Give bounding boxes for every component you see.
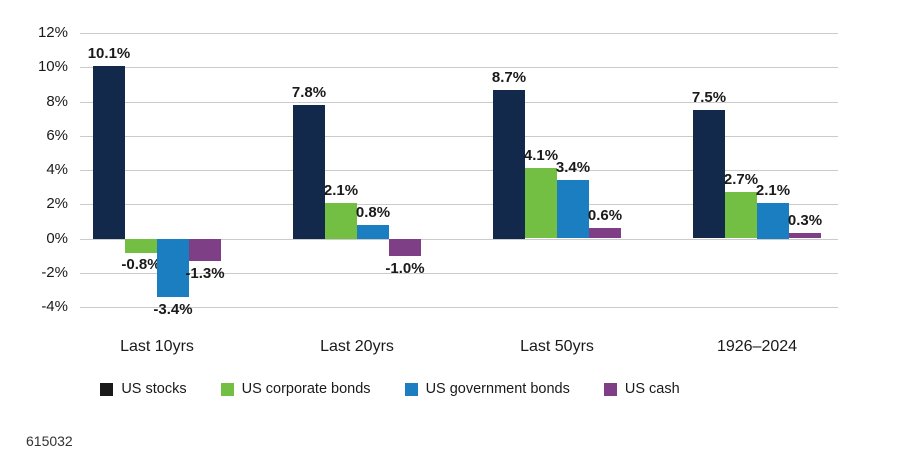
legend-label: US stocks — [121, 381, 187, 397]
bar-us-corporate-bonds — [325, 203, 357, 239]
bar-value-label: 10.1% — [87, 45, 131, 62]
footnote: 615032 — [26, 433, 73, 449]
bar-us-stocks — [93, 66, 125, 239]
bar-us-government-bonds — [757, 203, 789, 239]
legend-swatch-icon — [603, 382, 617, 396]
legend-label: US cash — [624, 381, 680, 397]
bar-us-cash — [389, 239, 421, 256]
bar-value-label: 3.4% — [555, 159, 591, 176]
bar-us-stocks — [693, 110, 725, 238]
y-axis-tick-label: 4% — [46, 161, 68, 178]
x-axis-category-label: Last 50yrs — [520, 338, 594, 355]
bar-value-label: 4.1% — [523, 147, 559, 164]
bar-us-corporate-bonds — [125, 239, 157, 253]
legend-label: US corporate bonds — [241, 381, 371, 397]
bar-value-label: 0.3% — [787, 212, 823, 229]
bar-value-label: 2.7% — [723, 171, 759, 188]
x-axis-category-label: 1926–2024 — [716, 338, 798, 355]
bar-value-label: -0.8% — [121, 256, 161, 273]
gridline-8% — [80, 102, 838, 103]
bar-value-label: 8.7% — [491, 69, 527, 86]
legend: US stocks US corporate bonds US government… — [0, 381, 780, 397]
bar-value-label: 2.1% — [755, 182, 791, 199]
y-axis-tick-label: 2% — [46, 195, 68, 212]
bar-us-government-bonds — [557, 180, 589, 238]
legend-swatch-icon — [220, 382, 234, 396]
x-axis-category-label: Last 20yrs — [320, 338, 394, 355]
bar-us-corporate-bonds — [525, 168, 557, 238]
bar-value-label: -1.0% — [385, 260, 425, 277]
y-axis-tick-label: 6% — [46, 127, 68, 144]
legend-item-us-corporate-bonds: US corporate bonds — [220, 381, 371, 397]
gridline-4% — [80, 170, 838, 171]
bar-us-stocks — [493, 90, 525, 239]
legend-item-us-government-bonds: US government bonds — [404, 381, 570, 397]
y-axis-tick-label: 12% — [37, 24, 68, 41]
bar-us-government-bonds — [157, 239, 189, 297]
bar-us-corporate-bonds — [725, 192, 757, 238]
legend-swatch-icon — [100, 382, 114, 396]
gridline-0% — [80, 239, 838, 240]
bar-us-stocks — [293, 105, 325, 239]
bar-value-label: 0.6% — [587, 207, 623, 224]
legend-swatch-icon — [404, 382, 418, 396]
y-axis-tick-label: -4% — [41, 298, 68, 315]
bar-us-government-bonds — [357, 225, 389, 239]
bar-us-cash — [589, 228, 621, 238]
bar-us-cash — [789, 233, 821, 238]
y-axis-tick-label: -2% — [41, 264, 68, 281]
gridline-2% — [80, 204, 838, 205]
gridline-6% — [80, 136, 838, 137]
x-axis-category-label: Last 10yrs — [120, 338, 194, 355]
gridline--4% — [80, 307, 838, 308]
gridline-10% — [80, 67, 838, 68]
y-axis-tick-label: 10% — [37, 58, 68, 75]
bar-value-label: 7.8% — [291, 84, 327, 101]
gridline--2% — [80, 273, 838, 274]
y-axis-tick-label: 8% — [46, 93, 68, 110]
gridline-12% — [80, 33, 838, 34]
bar-value-label: 0.8% — [355, 204, 391, 221]
legend-item-us-stocks: US stocks — [100, 381, 187, 397]
bar-value-label: 7.5% — [691, 89, 727, 106]
bar-value-label: -3.4% — [153, 301, 193, 318]
bar-value-label: 2.1% — [323, 182, 359, 199]
legend-label: US government bonds — [425, 381, 570, 397]
legend-item-us-cash: US cash — [603, 381, 680, 397]
bar-us-cash — [189, 239, 221, 261]
bar-value-label: -1.3% — [185, 265, 225, 282]
y-axis-tick-label: 0% — [46, 230, 68, 247]
